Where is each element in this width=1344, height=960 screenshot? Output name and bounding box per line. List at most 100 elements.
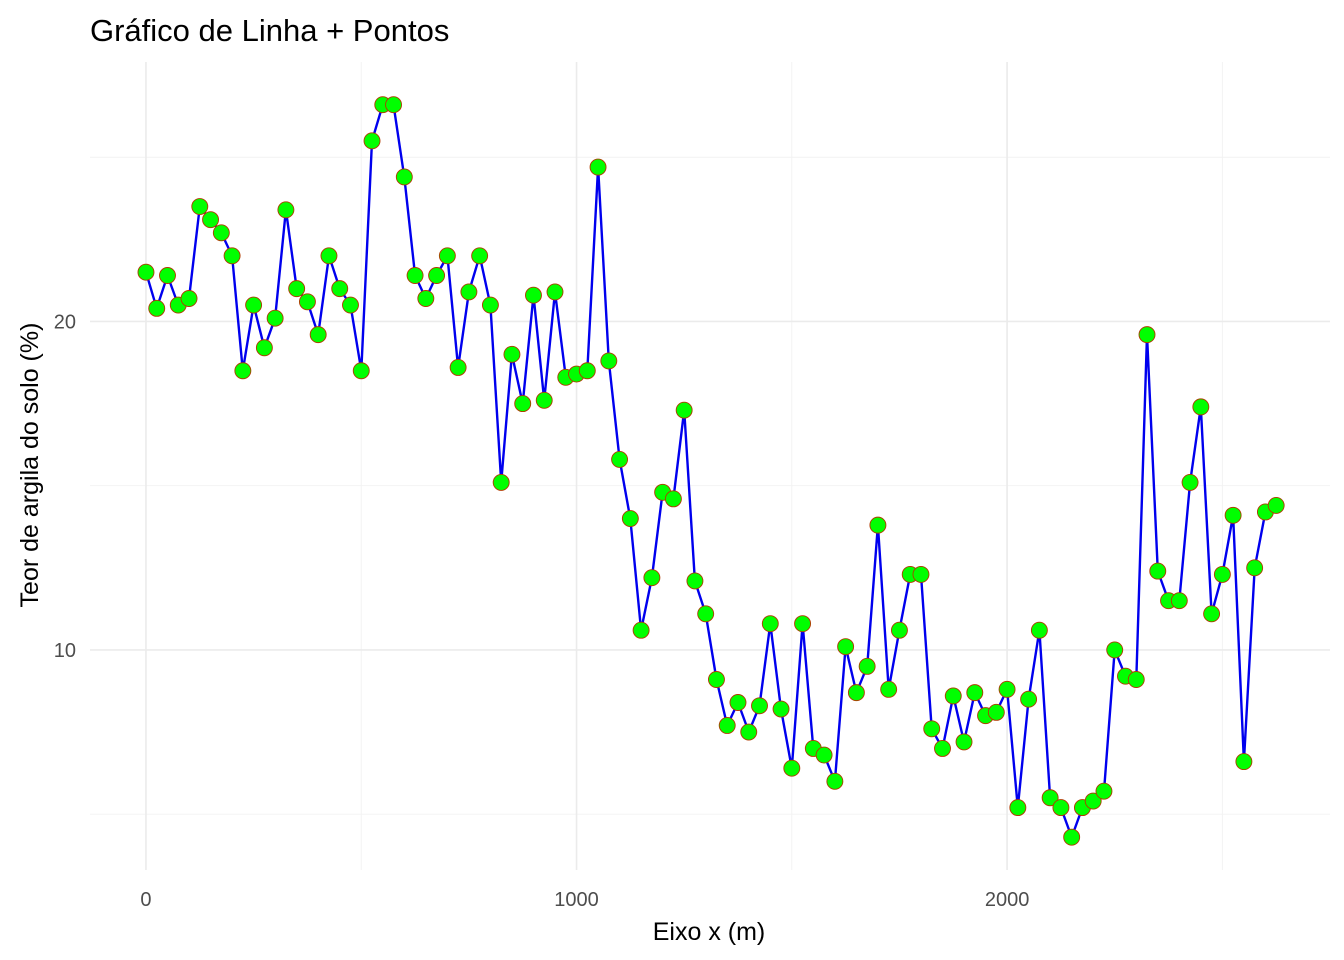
series: [137, 96, 1285, 846]
data-point: [944, 687, 962, 705]
data-point: [255, 339, 273, 357]
data-point: [955, 733, 973, 751]
data-point: [761, 615, 779, 633]
data-point: [869, 516, 887, 534]
data-point: [1235, 753, 1253, 771]
data-point: [912, 565, 930, 583]
data-point: [923, 720, 941, 738]
data-point: [729, 694, 747, 711]
data-point: [1213, 565, 1231, 583]
data-point: [159, 267, 176, 284]
data-point: [460, 283, 478, 301]
data-point: [589, 158, 607, 176]
data-point: [600, 352, 618, 370]
data-point: [740, 723, 758, 741]
data-point: [718, 717, 736, 734]
data-point: [772, 700, 790, 718]
data-point: [934, 740, 951, 757]
data-point: [1127, 671, 1145, 688]
data-point: [815, 746, 833, 764]
data-point: [686, 572, 704, 590]
data-point: [428, 267, 446, 284]
y-axis-title: Teor de argila do solo (%): [16, 323, 44, 608]
data-point: [277, 201, 295, 219]
data-point: [987, 703, 1005, 721]
data-point: [438, 247, 456, 265]
data-point: [890, 621, 908, 639]
data-point: [245, 296, 263, 314]
x-tick-label: 1000: [554, 889, 599, 911]
data-point: [998, 680, 1016, 698]
data-point: [847, 684, 865, 702]
data-point: [535, 391, 553, 409]
x-axis-title: Eixo x (m): [653, 918, 766, 946]
data-point: [1106, 641, 1124, 659]
data-point: [1224, 506, 1242, 524]
data-point: [1246, 559, 1264, 577]
data-point: [298, 293, 316, 311]
data-point: [148, 299, 166, 317]
data-point: [880, 680, 898, 698]
data-point: [471, 247, 489, 265]
data-point: [1192, 398, 1210, 416]
data-point: [1170, 592, 1188, 610]
data-point: [288, 280, 306, 298]
data-point: [395, 168, 413, 186]
data-point: [417, 290, 435, 307]
data-point: [546, 283, 564, 301]
data-point: [223, 247, 241, 265]
data-point: [966, 684, 984, 702]
y-axis-ticks: 10 20: [54, 311, 76, 661]
data-point: [342, 296, 359, 314]
x-tick-label: 2000: [985, 889, 1030, 911]
data-point: [385, 96, 402, 114]
data-point: [858, 657, 876, 675]
data-point: [1009, 799, 1027, 817]
data-point: [826, 772, 844, 790]
data-point: [137, 263, 155, 281]
data-point: [352, 362, 370, 380]
data-point: [664, 490, 682, 508]
data-point: [611, 450, 629, 468]
data-point: [212, 224, 230, 242]
data-point: [503, 345, 521, 363]
data-point: [266, 309, 284, 327]
y-tick-label: 10: [54, 640, 76, 662]
data-point: [1203, 605, 1221, 623]
data-point: [525, 286, 542, 304]
data-point: [320, 247, 338, 265]
data-point: [514, 395, 532, 413]
data-point: [578, 362, 596, 380]
data-point: [621, 510, 639, 528]
data-point: [1052, 799, 1070, 817]
data-point: [1181, 473, 1199, 491]
data-point: [449, 359, 467, 376]
data-point: [751, 697, 768, 715]
data-point: [180, 290, 198, 307]
data-point: [191, 198, 209, 215]
data-point: [1095, 782, 1113, 800]
data-point: [363, 132, 381, 150]
data-point: [406, 267, 424, 284]
data-point: [1084, 792, 1102, 810]
data-point: [697, 605, 715, 623]
data-point: [1020, 690, 1038, 708]
data-point: [492, 473, 510, 491]
data-point: [481, 296, 499, 314]
data-point: [675, 401, 693, 419]
data-point: [1149, 562, 1167, 580]
data-point: [783, 759, 801, 777]
data-point: [632, 621, 650, 639]
data-point: [202, 211, 220, 229]
y-tick-label: 20: [54, 311, 76, 333]
data-point: [1138, 326, 1156, 344]
data-point: [309, 326, 327, 344]
data-point: [708, 671, 725, 688]
data-point: [1041, 789, 1059, 807]
data-point: [234, 362, 252, 380]
data-point: [794, 615, 812, 633]
data-point: [643, 569, 661, 587]
series-line: [144, 103, 1277, 839]
x-axis-ticks: 0 1000 2000: [140, 889, 1029, 911]
